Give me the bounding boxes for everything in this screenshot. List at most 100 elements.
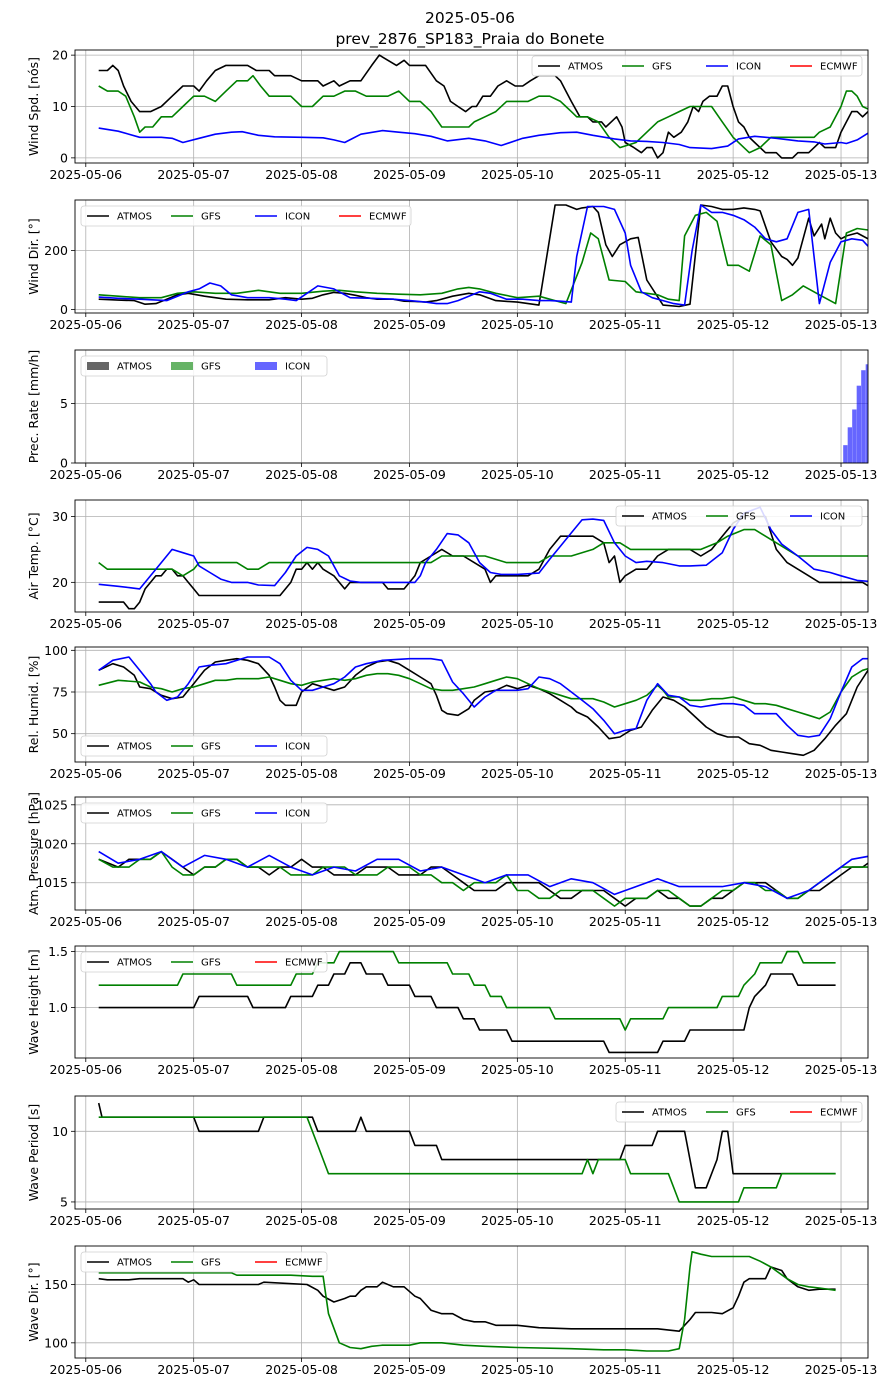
x-tick-label: 2025-05-10 [481,1213,554,1228]
y-axis-label: Wind Spd. [nós] [26,57,41,156]
x-tick-label: 2025-05-06 [49,317,122,332]
y-tick-label: 50 [52,726,68,741]
plot-area [98,204,868,308]
series-line-gfs [98,1251,836,1352]
legend-label-icon: ICON [285,212,310,223]
x-tick-label: 2025-05-11 [589,1362,662,1377]
series-line-atmos [98,204,868,308]
x-tick-label: 2025-05-12 [697,766,770,781]
figure-title-date: 2025-05-06 [425,9,515,27]
bar-icon [852,409,857,463]
x-tick-label: 2025-05-12 [697,1213,770,1228]
panel-wind_direction: 2025-05-06 2025-05-07 2025-05-08 2025-05-09… [26,199,877,332]
legend-label-gfs: GFS [201,742,221,753]
panel-pressure: 2025-05-06 2025-05-07 2025-05-08 2025-05-09… [26,792,878,929]
x-tick-label: 2025-05-07 [157,467,230,482]
y-tick-label: 5 [60,396,68,411]
legend-label-icon: ICON [285,362,310,373]
x-tick-label: 2025-05-06 [49,467,122,482]
plot-area [98,950,836,1054]
plot-area [98,656,868,757]
x-tick-label: 2025-05-08 [265,1062,338,1077]
legend-label-atmos: ATMOS [117,212,152,223]
x-tick-label: 2025-05-06 [49,766,122,781]
y-tick-label: 1.0 [48,1000,68,1015]
x-tick-label: 2025-05-09 [373,467,446,482]
bar-icon [875,362,879,463]
legend-label-gfs: GFS [736,512,756,523]
legend-label-gfs: GFS [201,212,221,223]
y-tick-label: 150 [44,1277,68,1292]
legend-frame [531,55,863,77]
bar-icon [856,385,861,463]
x-tick-label: 2025-05-07 [157,914,230,929]
legend-label-icon: ICON [285,809,310,820]
y-axis-label: Atm. Pressure [hPa] [26,792,41,915]
x-tick-label: 2025-05-12 [697,914,770,929]
x-tick-label: 2025-05-06 [49,167,122,182]
y-tick-label: 1015 [36,875,68,890]
series-line-icon [98,506,868,590]
x-tick-label: 2025-05-11 [589,1062,662,1077]
legend: ATMOS GFS ECMWF [80,951,328,973]
legend-label-gfs: GFS [201,809,221,820]
legend-label-ecmwf: ECMWF [285,958,323,969]
legend: ATMOS GFS ICON ECMWF [80,205,412,227]
x-tick-label: 2025-05-10 [481,467,554,482]
legend-label-ecmwf: ECMWF [820,62,858,73]
bar-icon [879,380,883,463]
legend-label-gfs: GFS [201,1258,221,1269]
legend: ATMOS GFS ICON [80,802,328,824]
x-tick-label: 2025-05-10 [481,317,554,332]
x-tick-label: 2025-05-09 [373,914,446,929]
bar-icon [865,364,868,463]
series-line-gfs [98,1116,836,1203]
x-tick-label: 2025-05-08 [265,914,338,929]
panel-stack: 2025-05-06 2025-05-07 2025-05-08 2025-05-09… [26,48,883,1377]
x-tick-label: 2025-05-08 [265,467,338,482]
x-tick-label: 2025-05-07 [157,167,230,182]
series-line-gfs [98,528,868,577]
x-tick-label: 2025-05-13 [805,1213,878,1228]
axes-frame [74,49,869,164]
x-tick-label: 2025-05-10 [481,1062,554,1077]
x-tick-label: 2025-05-08 [265,766,338,781]
x-tick-label: 2025-05-13 [805,616,878,631]
series-line-icon [98,850,868,900]
x-tick-label: 2025-05-07 [157,766,230,781]
y-axis-label: Wave Period [s] [26,1104,41,1202]
bar-icon [870,356,874,463]
axes-frame [74,945,869,1059]
axes-frame [74,199,869,314]
axes-frame [74,349,869,464]
legend-frame [80,735,328,757]
legend-label-ecmwf: ECMWF [369,212,407,223]
series-line-gfs [98,74,868,154]
x-tick-label: 2025-05-11 [589,914,662,929]
y-tick-label: 20 [52,48,68,63]
x-tick-label: 2025-05-12 [697,616,770,631]
x-tick-label: 2025-05-13 [805,167,878,182]
series-line-gfs [98,667,868,720]
axes-frame [74,646,869,763]
legend: ATMOS GFS ECMWF [80,1251,328,1273]
plot-area [98,850,868,907]
x-tick-label: 2025-05-09 [373,317,446,332]
y-tick-label: 10 [52,1124,68,1139]
legend-swatch-icon [255,362,277,370]
series-line-atmos [98,962,836,1054]
legend-frame [80,802,328,824]
x-tick-label: 2025-05-09 [373,616,446,631]
y-axis-label: Wave Height [m] [26,949,41,1055]
y-tick-label: 5 [60,1194,68,1209]
y-tick-label: 75 [52,685,68,700]
series-line-atmos [98,515,868,610]
x-tick-label: 2025-05-12 [697,467,770,482]
legend-label-atmos: ATMOS [117,362,152,373]
series-line-icon [98,204,868,306]
legend-frame [80,205,412,227]
axes-frame [74,499,869,613]
x-tick-label: 2025-05-08 [265,616,338,631]
y-tick-label: 20 [52,575,68,590]
x-tick-label: 2025-05-13 [805,914,878,929]
